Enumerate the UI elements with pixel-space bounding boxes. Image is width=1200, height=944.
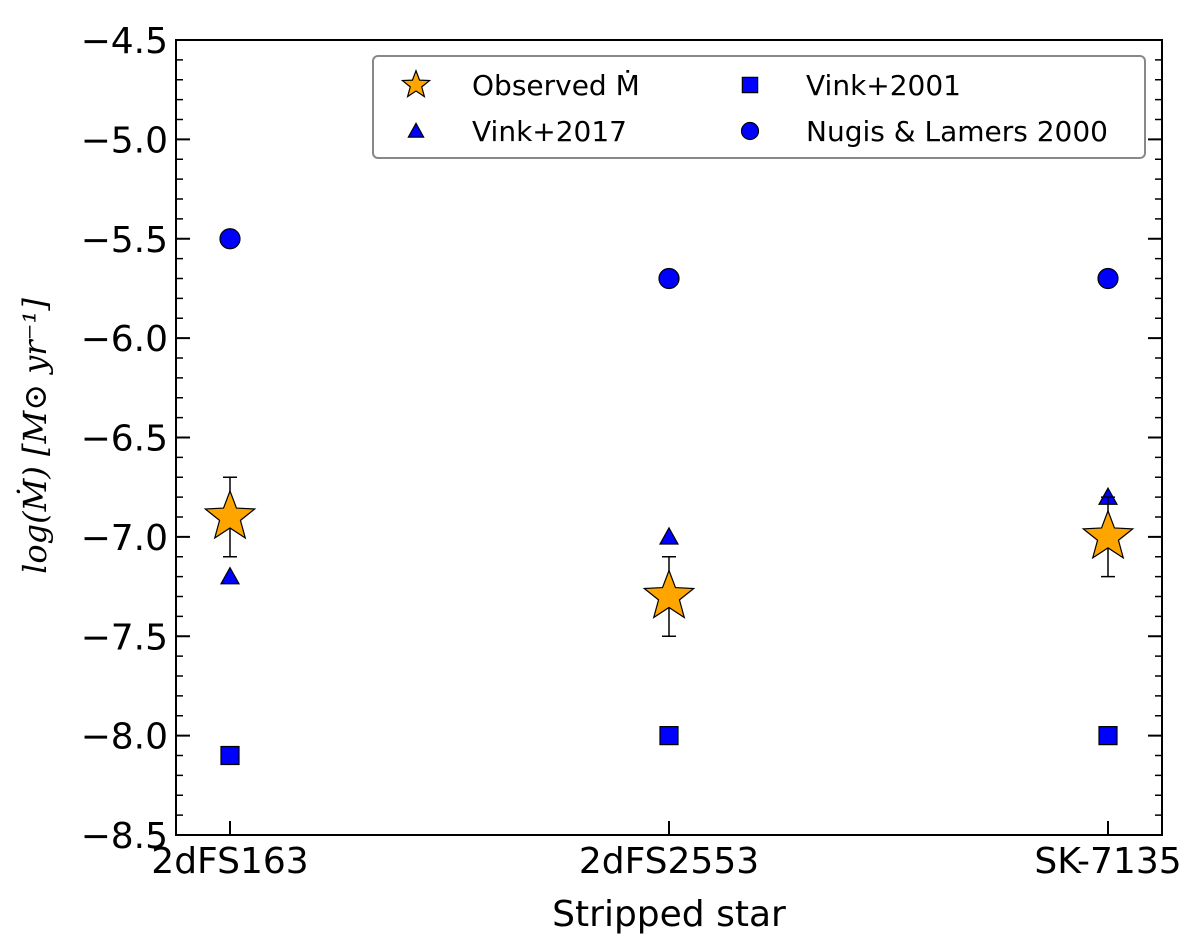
point-star	[642, 568, 696, 619]
legend: Observed Ṁ Vink+2017 Vink+2001 Nugis & Lame…	[372, 55, 1146, 159]
point-circle	[1097, 267, 1119, 290]
point-circle	[658, 267, 680, 290]
point-star	[203, 489, 257, 540]
y-tick-label: −8.5	[81, 816, 168, 857]
x-tick-label: 2dFS163	[151, 841, 308, 882]
point-star	[1081, 509, 1135, 560]
marks-layer	[203, 228, 1135, 766]
legend-items: Observed Ṁ Vink+2017 Vink+2001 Nugis & Lame…	[400, 69, 1108, 148]
legend-box	[372, 55, 1146, 159]
y-tick-label: −5.0	[81, 120, 168, 161]
legend-label: Vink+2017	[472, 115, 627, 148]
point-triangle	[658, 526, 680, 545]
point-circle	[219, 228, 241, 250]
y-axis-label: log(Ṁ) [M⊙ yr⁻¹]	[16, 298, 54, 574]
legend-marker-circle	[740, 121, 760, 141]
point-square	[220, 745, 240, 766]
legend-marker-square	[741, 76, 759, 94]
y-tick-label: −7.5	[81, 617, 168, 658]
legend-label: Observed Ṁ	[472, 69, 640, 102]
legend-marker-triangle	[407, 122, 425, 138]
legend-label: Nugis & Lamers 2000	[806, 115, 1108, 148]
x-axis-label: Stripped star	[552, 894, 786, 935]
y-tick-label: −5.5	[81, 220, 168, 261]
point-square	[1098, 726, 1118, 746]
point-square	[659, 726, 679, 746]
y-tick-label: −6.5	[81, 419, 168, 460]
plot-frame	[175, 39, 1163, 836]
legend-marker-star	[400, 69, 432, 98]
y-tick-label: −7.0	[81, 518, 168, 559]
ticks-layer: −4.5−5.0−5.5−6.0−6.5−7.0−7.5−8.0−8.52dFS…	[81, 21, 1182, 882]
legend-label: Vink+2001	[806, 69, 961, 102]
x-tick-label: SK-7135	[1034, 841, 1181, 882]
y-tick-label: −4.5	[81, 21, 168, 62]
point-triangle	[219, 566, 241, 585]
y-tick-label: −6.0	[81, 319, 168, 360]
y-tick-label: −8.0	[81, 717, 168, 758]
x-tick-label: 2dFS2553	[579, 841, 759, 882]
